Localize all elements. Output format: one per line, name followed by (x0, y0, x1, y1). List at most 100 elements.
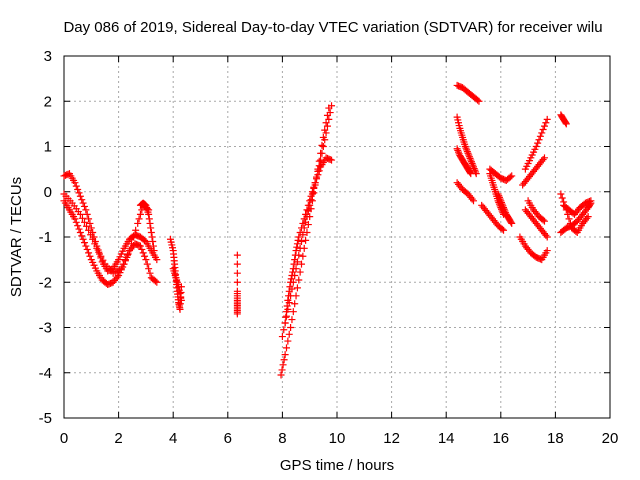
data-point (233, 260, 241, 268)
data-points (60, 81, 595, 379)
data-point (135, 215, 143, 223)
data-point (289, 265, 297, 273)
data-point (282, 344, 290, 352)
data-point (464, 149, 472, 157)
x-tick-label: 14 (438, 430, 455, 447)
data-point (285, 292, 293, 300)
series-track-n (453, 179, 477, 205)
data-point (177, 296, 185, 304)
data-point (153, 278, 161, 286)
data-point (153, 256, 161, 264)
data-point (78, 214, 86, 222)
data-point (151, 277, 159, 285)
data-point (557, 190, 565, 198)
x-tick-label: 16 (492, 430, 509, 447)
data-point (291, 256, 299, 264)
data-point (558, 194, 566, 202)
data-point (540, 154, 548, 162)
data-point (119, 260, 127, 268)
data-point (85, 215, 93, 223)
series-track-w (521, 206, 551, 241)
data-point (75, 225, 83, 233)
data-point (584, 213, 592, 221)
data-point (507, 218, 515, 226)
data-point (233, 310, 241, 318)
data-point (86, 252, 94, 260)
data-point (279, 361, 287, 369)
data-point (72, 218, 80, 226)
data-point (468, 195, 476, 203)
data-point (290, 260, 298, 268)
data-point (74, 222, 82, 230)
y-tick-label: 1 (44, 139, 52, 156)
x-tick-label: 8 (278, 430, 286, 447)
data-point (233, 269, 241, 277)
data-point (467, 170, 475, 178)
data-point (123, 251, 131, 259)
data-point (83, 210, 91, 218)
y-tick-label: 0 (44, 184, 52, 201)
data-point (540, 122, 548, 130)
data-point (136, 210, 144, 218)
series-track-d (136, 199, 158, 255)
data-point (466, 154, 474, 162)
data-point (282, 313, 290, 321)
data-point (289, 268, 297, 276)
data-point (325, 115, 333, 123)
data-point (146, 269, 154, 277)
y-tick-label: 2 (44, 93, 52, 110)
data-point (313, 175, 321, 183)
data-point (71, 215, 79, 223)
x-tick-label: 4 (169, 430, 177, 447)
data-point (543, 233, 551, 241)
data-point (560, 198, 568, 206)
data-point (304, 201, 312, 209)
series-track-u (519, 154, 548, 189)
data-point (583, 214, 591, 222)
data-point (121, 256, 129, 264)
data-point (89, 235, 97, 243)
data-point (328, 156, 336, 164)
data-point (175, 283, 183, 291)
data-point (233, 251, 241, 259)
data-point (99, 256, 107, 264)
data-point (298, 224, 306, 232)
data-point (539, 156, 547, 164)
data-point (280, 356, 288, 364)
data-point (474, 96, 482, 104)
series-track-v (524, 197, 548, 225)
data-point (80, 239, 88, 247)
data-point (506, 173, 514, 181)
data-point (138, 245, 146, 253)
x-tick-label: 0 (60, 430, 68, 447)
y-tick-label: -5 (39, 410, 52, 427)
data-point (293, 284, 301, 292)
data-point (142, 256, 150, 264)
data-point (469, 161, 477, 169)
data-point (311, 179, 319, 187)
data-point (285, 330, 293, 338)
y-axis-label: SDTVAR / TECUs (8, 177, 25, 297)
data-point (306, 197, 314, 205)
series-track-t (521, 115, 551, 173)
data-point (543, 247, 551, 255)
data-point (308, 188, 316, 196)
data-point (470, 197, 477, 205)
data-point (126, 247, 134, 255)
data-point (467, 156, 475, 164)
data-point (470, 165, 478, 173)
data-point (76, 210, 84, 218)
data-point (508, 219, 516, 227)
data-point (461, 143, 469, 150)
data-point (307, 192, 315, 200)
chart-title: Day 086 of 2019, Sidereal Day-to-day VTE… (63, 19, 602, 36)
data-point (303, 206, 311, 214)
data-point (76, 228, 84, 236)
x-tick-label: 6 (224, 430, 232, 447)
data-point (80, 218, 88, 226)
data-point (147, 228, 155, 236)
data-point (150, 247, 158, 255)
data-point (565, 215, 573, 223)
data-point (113, 273, 121, 281)
data-point (294, 236, 302, 244)
